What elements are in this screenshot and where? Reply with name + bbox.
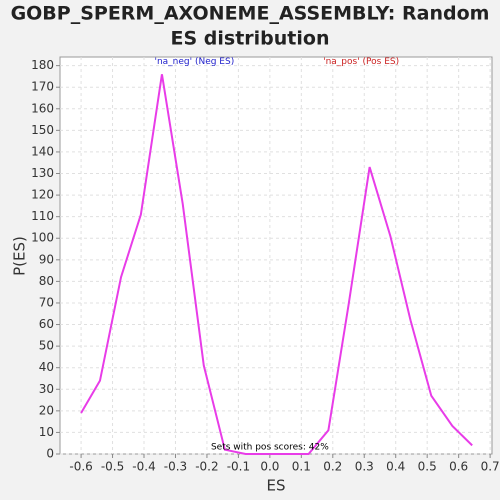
y-tick-label: 60 xyxy=(39,317,54,331)
y-tick-label: 70 xyxy=(39,295,54,309)
x-tick-label: -0.3 xyxy=(164,460,187,474)
y-tick-label: 40 xyxy=(39,360,54,374)
annotation: 'na_neg' (Neg ES) xyxy=(154,57,234,67)
y-tick-label: 130 xyxy=(31,166,54,180)
y-tick-label: 180 xyxy=(31,58,54,72)
y-tick-label: 110 xyxy=(31,209,54,223)
x-tick-label: 0.4 xyxy=(386,460,405,474)
annotation: 'na_pos' (Pos ES) xyxy=(323,57,399,67)
x-tick-label: 0.2 xyxy=(323,460,342,474)
x-tick-label: -0.6 xyxy=(69,460,92,474)
x-tick-label: 0.0 xyxy=(260,460,279,474)
x-tick-label: 0.7 xyxy=(481,460,500,474)
y-tick-label: 30 xyxy=(39,382,54,396)
y-tick-label: 100 xyxy=(31,231,54,245)
annotation: Sets with pos scores: 42% xyxy=(211,442,329,452)
plot-area xyxy=(59,56,493,455)
x-tick-label: 0.6 xyxy=(449,460,468,474)
x-tick-label: 0.5 xyxy=(418,460,437,474)
y-tick-label: 80 xyxy=(39,274,54,288)
line-series xyxy=(80,74,473,455)
y-tick-label: 150 xyxy=(31,123,54,137)
y-tick-label: 0 xyxy=(46,447,54,461)
x-axis-label: ES xyxy=(267,477,286,495)
chart-title: GOBP_SPERM_AXONEME_ASSEMBLY: Random xyxy=(11,3,490,25)
y-tick-label: 140 xyxy=(31,144,54,158)
y-tick-label: 10 xyxy=(39,425,54,439)
x-tick-label: -0.2 xyxy=(195,460,218,474)
x-tick-label: 0.1 xyxy=(292,460,311,474)
x-tick-label: -0.5 xyxy=(101,460,124,474)
chart-title: ES distribution xyxy=(171,28,330,50)
y-tick-label: 50 xyxy=(39,339,54,353)
x-tick-label: -0.1 xyxy=(227,460,250,474)
y-tick-label: 90 xyxy=(39,252,54,266)
y-tick-label: 170 xyxy=(31,80,54,94)
y-tick-label: 120 xyxy=(31,188,54,202)
y-tick-label: 20 xyxy=(39,403,54,417)
y-tick-label: 160 xyxy=(31,101,54,115)
x-tick-label: 0.3 xyxy=(355,460,374,474)
y-axis-label: P(ES) xyxy=(11,236,29,276)
x-tick-label: -0.4 xyxy=(132,460,155,474)
